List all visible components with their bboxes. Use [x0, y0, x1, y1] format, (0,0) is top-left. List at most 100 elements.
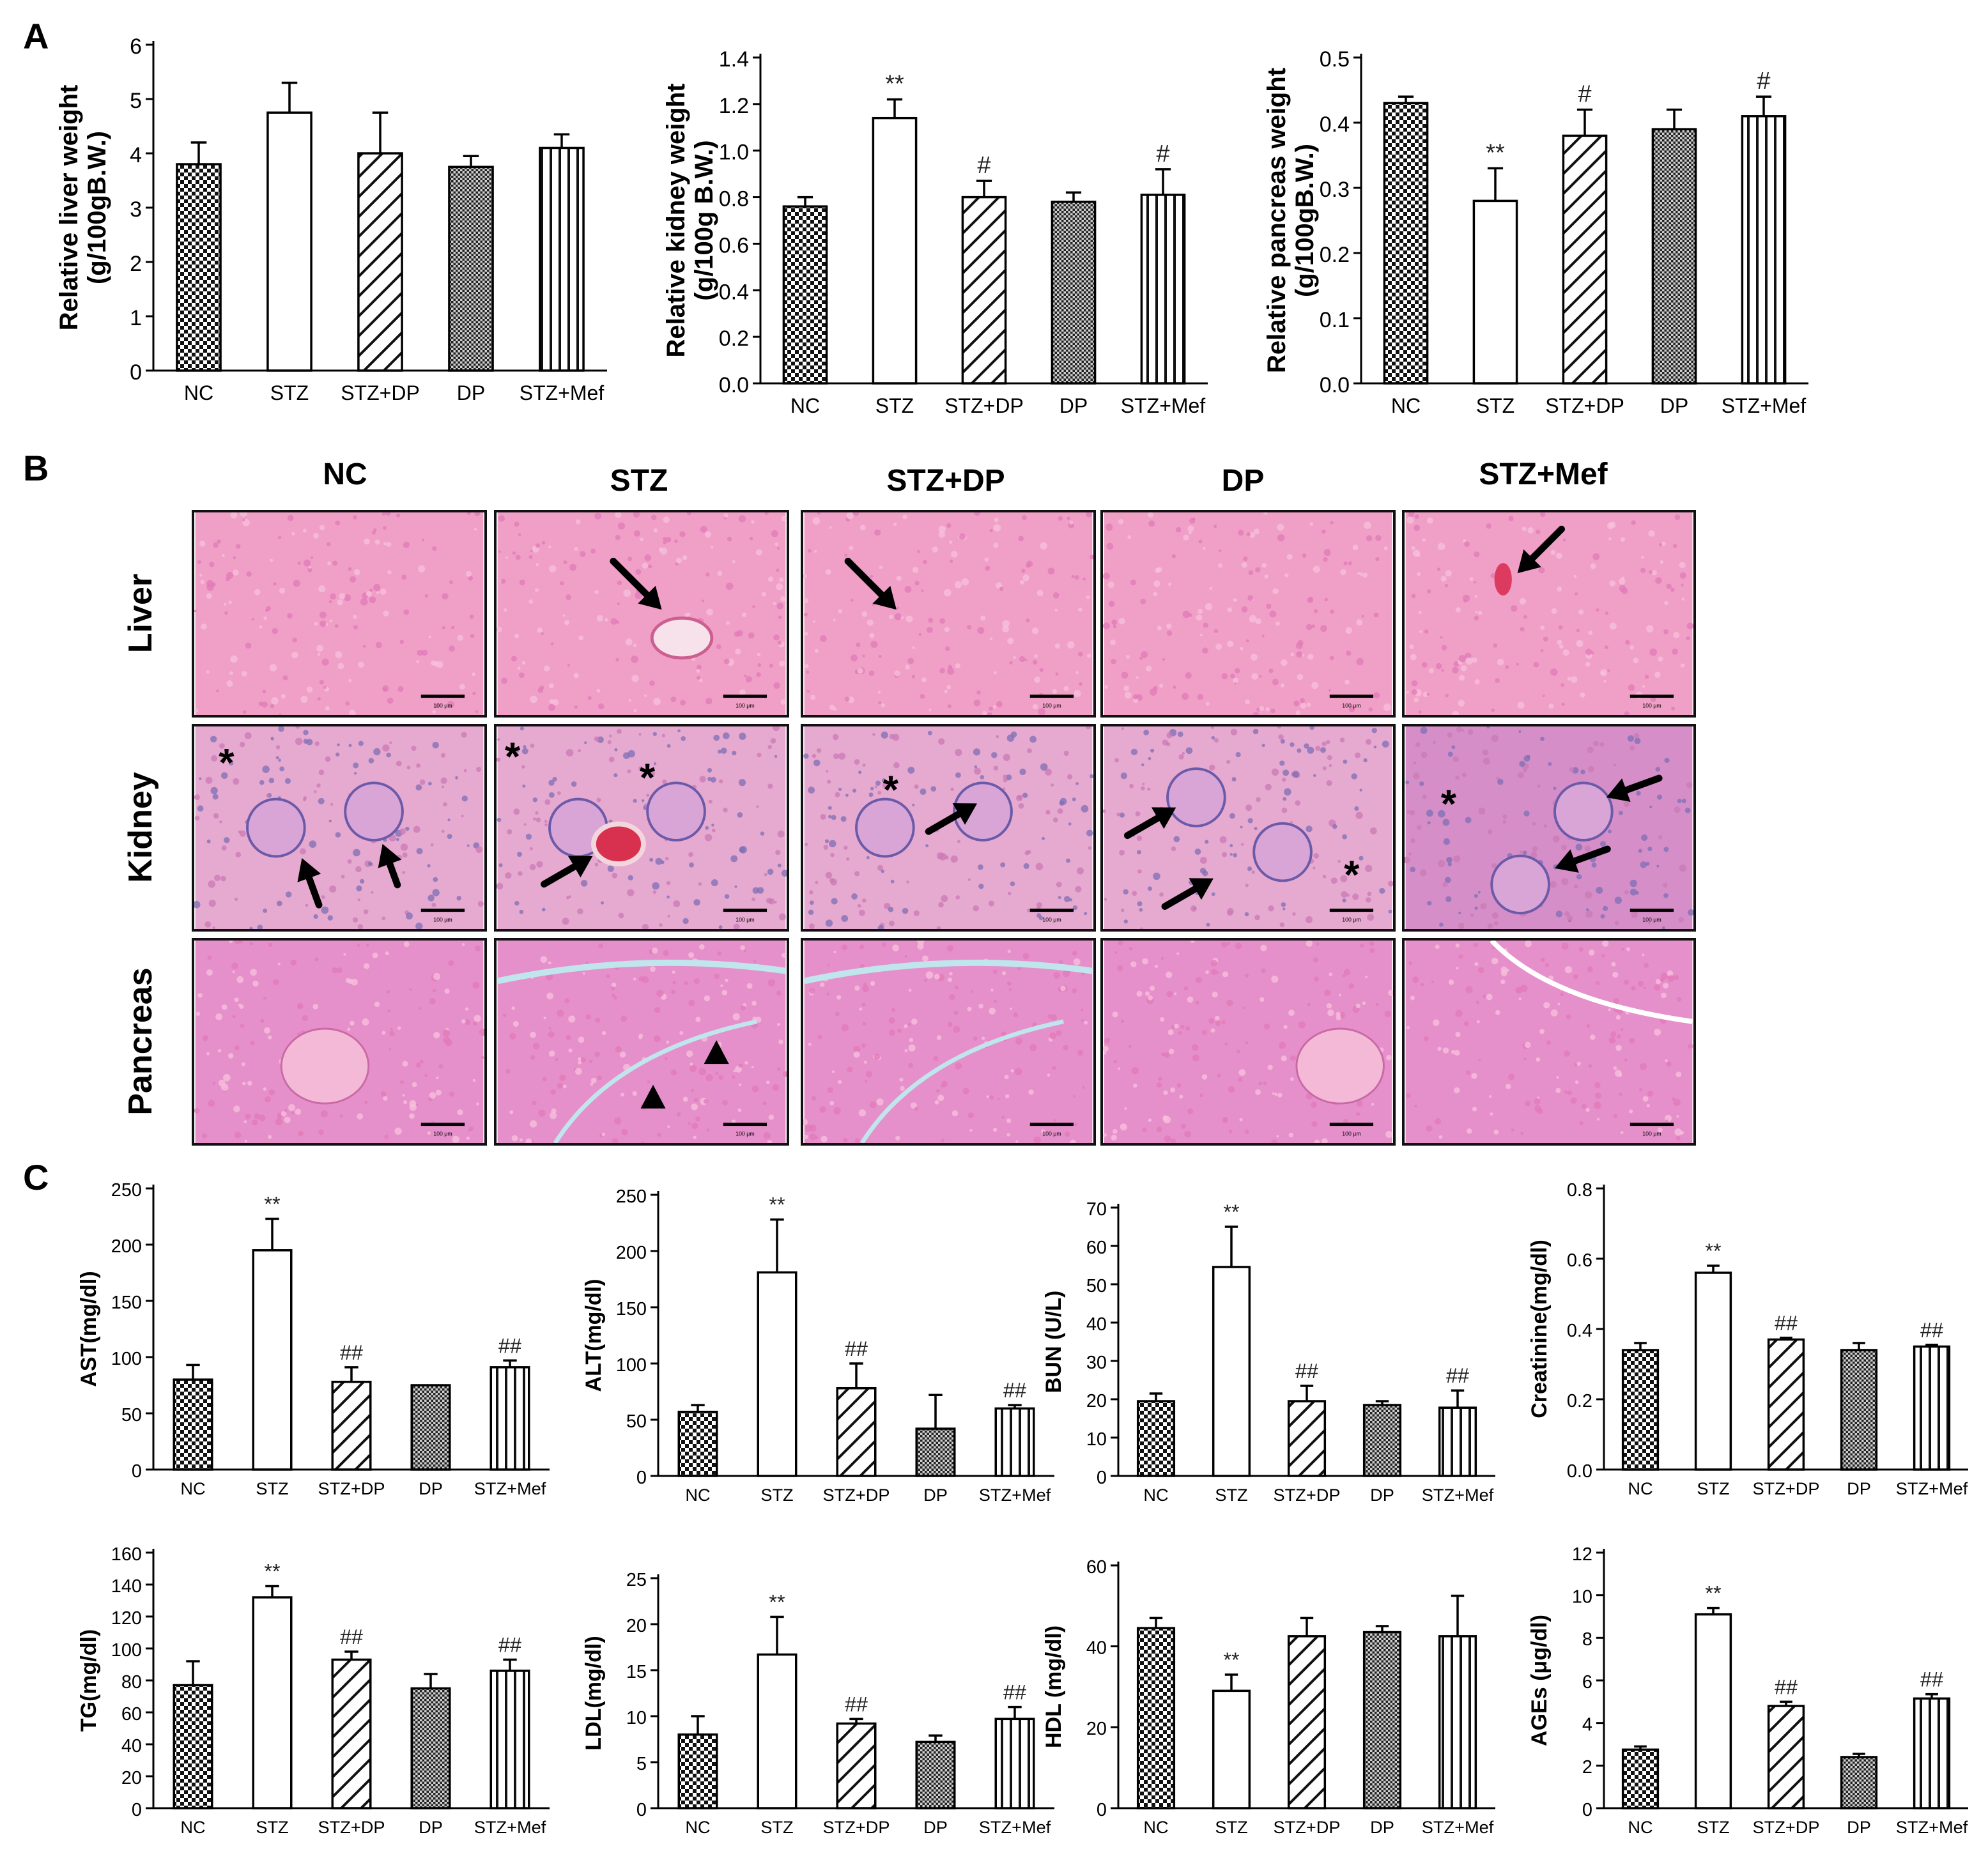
septum: [859, 1019, 1064, 1143]
y-tick-label: 100: [111, 1640, 142, 1661]
y-tick-label: 20: [1086, 1391, 1107, 1411]
significance-marker: **: [885, 71, 904, 98]
x-tick-label: STZ+Mef: [1896, 1478, 1968, 1498]
significance-marker: **: [1486, 139, 1505, 166]
scale-bar-label: 100 μm: [1042, 702, 1061, 709]
y-tick-label: 8: [1582, 1629, 1592, 1650]
y-tick-label: 150: [616, 1299, 647, 1319]
y-tick-label: 6: [1582, 1672, 1592, 1693]
y-tick-label: 160: [111, 1544, 142, 1565]
x-tick-label: STZ+DP: [823, 1817, 890, 1837]
bar-stz-dp: [1287, 1635, 1327, 1809]
x-tick-label: STZ+DP: [1274, 1485, 1341, 1505]
scale-bar-label: 100 μm: [736, 702, 754, 709]
significance-marker: #: [977, 152, 990, 179]
bar-stz-dp: [1562, 134, 1608, 385]
bar-stz: [252, 1249, 293, 1471]
bar-stz: [252, 1596, 293, 1809]
scale-bar-label: 100 μm: [1642, 702, 1661, 709]
y-tick-label: 10: [1086, 1429, 1107, 1450]
y-tick-label: 60: [1086, 1557, 1107, 1578]
bar-dp: [1840, 1756, 1878, 1809]
chart-creatinine: 0.0 0.2 0.4 0.6 0.8 Creatinine(mg/dl) NC STZ ** S…: [1527, 1180, 1968, 1498]
bar-stz-mef: [1140, 194, 1186, 385]
asterisk-marker: *: [640, 755, 656, 800]
y-tick-label: 1.2: [719, 94, 749, 118]
bar-stz: [757, 1271, 798, 1477]
bar-stz-mef: [1913, 1345, 1951, 1471]
y-tick-label: 0: [130, 360, 142, 385]
x-tick-label: DP: [1847, 1817, 1871, 1837]
glomerulus: [344, 781, 404, 841]
significance-marker: **: [769, 1590, 785, 1613]
y-tick-label: 0.6: [1567, 1250, 1592, 1271]
y-tick-label: 0: [1097, 1468, 1107, 1488]
x-tick-label: STZ: [1476, 394, 1514, 417]
y-axis-label: LDL(mg/dl): [582, 1636, 606, 1750]
x-tick-label: STZ: [875, 394, 914, 417]
y-tick-label: 140: [111, 1576, 142, 1597]
tissue-background: [1104, 512, 1392, 715]
significance-marker: **: [1705, 1240, 1722, 1263]
x-tick-label: STZ: [256, 1817, 288, 1837]
significance-marker: ##: [1003, 1681, 1026, 1704]
bar-nc: [1383, 102, 1429, 385]
asterisk-marker: *: [1441, 782, 1457, 827]
x-tick-label: STZ+DP: [1753, 1817, 1820, 1837]
significance-marker: **: [769, 1194, 785, 1217]
significance-marker: #: [1156, 141, 1169, 167]
y-tick-label: 150: [111, 1293, 142, 1313]
x-tick-label: STZ+Mef: [474, 1817, 546, 1837]
bar-nc: [1621, 1349, 1660, 1471]
y-tick-label: 200: [616, 1243, 647, 1263]
y-tick-label: 0.1: [1320, 308, 1350, 332]
x-tick-label: DP: [419, 1817, 443, 1837]
histology-pancreas-stz-dp: 100 μm: [801, 938, 1096, 1146]
islet: [1295, 1027, 1385, 1105]
row-label-liver: Liver: [122, 573, 159, 654]
asterisk-marker: *: [505, 734, 521, 779]
bar-dp: [410, 1384, 451, 1471]
y-tick-label: 30: [1086, 1353, 1107, 1373]
x-tick-label: STZ: [760, 1817, 793, 1837]
bar-nc: [677, 1410, 718, 1477]
glomerulus: [1166, 767, 1226, 827]
significance-marker: **: [1223, 1648, 1240, 1671]
bar-stz-mef: [994, 1717, 1035, 1809]
y-tick-label: 0.4: [1567, 1321, 1592, 1341]
significance-marker: **: [1223, 1201, 1240, 1224]
arrow-icon: [1517, 525, 1565, 574]
panel-label-a: A: [23, 16, 49, 56]
x-tick-label: DP: [1370, 1817, 1394, 1837]
y-axis-label: AST(mg/dl): [77, 1271, 101, 1386]
col-header-stz-mef: STZ+Mef: [1479, 457, 1608, 491]
y-tick-label: 3: [130, 197, 142, 222]
glomerulus: [1490, 854, 1550, 915]
tissue-background: [804, 726, 1093, 929]
arrow-icon: [1606, 774, 1663, 802]
significance-marker: ##: [340, 1341, 363, 1364]
histology-pancreas-stz: 100 μm: [494, 938, 789, 1146]
y-tick-label: 5: [130, 89, 142, 113]
bar-stz-mef: [994, 1407, 1035, 1477]
septum: [553, 1019, 757, 1143]
septum: [497, 959, 786, 985]
y-tick-label: 50: [626, 1411, 647, 1432]
histology-pancreas-dp: 100 μm: [1100, 938, 1396, 1146]
x-tick-label: DP: [457, 381, 485, 404]
bar-nc: [1136, 1400, 1176, 1477]
y-tick-label: 40: [1086, 1314, 1107, 1335]
y-tick-label: 4: [1582, 1715, 1592, 1735]
y-tick-label: 200: [111, 1236, 142, 1257]
panel-label-b: B: [23, 448, 49, 488]
x-tick-label: NC: [184, 381, 213, 404]
y-tick-label: 0.8: [719, 187, 749, 211]
histology-liver-dp: 100 μm: [1100, 510, 1396, 718]
y-tick-label: 40: [121, 1736, 142, 1756]
bar-nc: [782, 205, 828, 385]
significance-marker: #: [1578, 81, 1591, 108]
y-tick-label: 60: [121, 1704, 142, 1724]
x-tick-label: NC: [685, 1485, 710, 1505]
x-tick-label: STZ+Mef: [1422, 1485, 1494, 1505]
